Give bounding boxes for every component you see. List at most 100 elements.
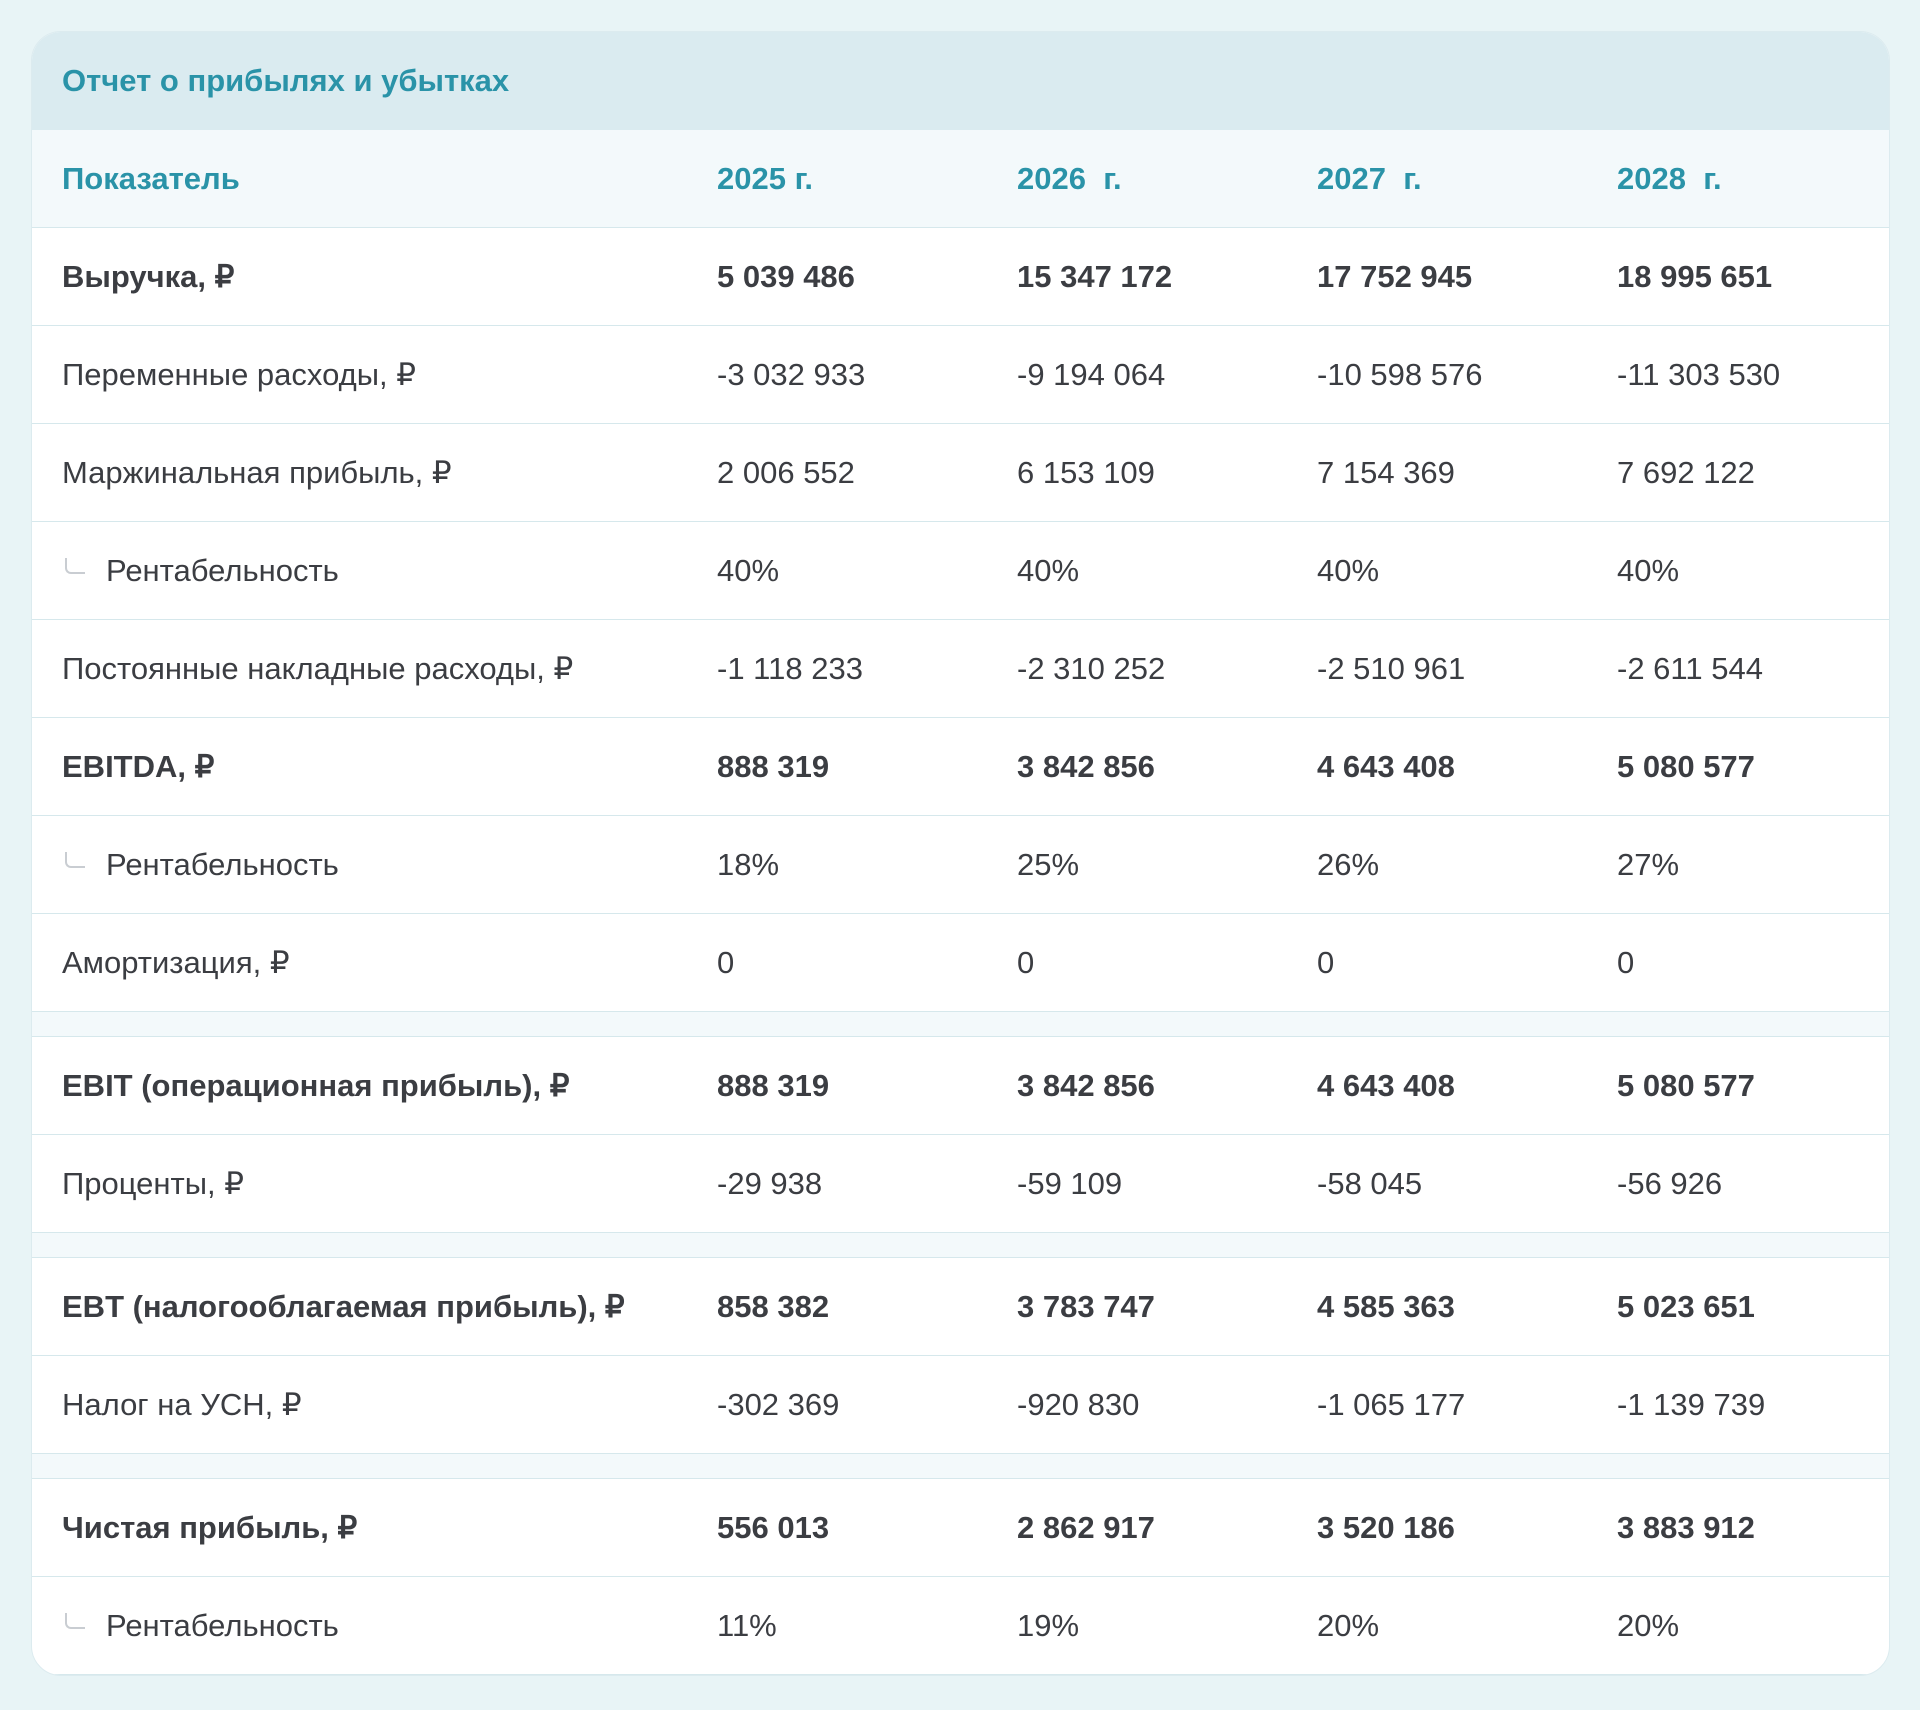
row-value: 19% bbox=[1017, 1607, 1080, 1643]
row-value: 11% bbox=[717, 1607, 777, 1643]
row-label: Рентабельность bbox=[106, 1607, 339, 1643]
row-value: 3 520 186 bbox=[1317, 1509, 1455, 1545]
table-row: Маржинальная прибыль, ₽ 2 006 552 6 153 10… bbox=[32, 424, 1889, 522]
row-value: 7 692 122 bbox=[1617, 454, 1755, 490]
row-value: -302 369 bbox=[717, 1386, 840, 1422]
table-row: Проценты, ₽ -29 938 -59 109 -58 045 -56 926 bbox=[32, 1135, 1889, 1233]
section-divider bbox=[32, 1012, 1889, 1037]
row-label: Постоянные накладные расходы, ₽ bbox=[62, 650, 574, 686]
row-value: -920 830 bbox=[1017, 1386, 1140, 1422]
row-value: -2 611 544 bbox=[1617, 650, 1763, 686]
column-header-2027: 2027 г. bbox=[1317, 160, 1422, 196]
table-header-row: Показатель 2025 г. 2026 г. 2027 г. 2028 … bbox=[32, 130, 1889, 228]
row-value: 888 319 bbox=[717, 1067, 830, 1103]
column-header-2026: 2026 г. bbox=[1017, 160, 1122, 196]
row-value: 2 862 917 bbox=[1017, 1509, 1155, 1545]
pnl-report-card: Отчет о прибылях и убытках Показатель 20… bbox=[31, 31, 1890, 1676]
row-value: 40% bbox=[1017, 552, 1080, 588]
row-label: Налог на УСН, ₽ bbox=[62, 1386, 302, 1422]
row-value: -58 045 bbox=[1317, 1165, 1423, 1201]
row-value: 5 023 651 bbox=[1617, 1288, 1755, 1324]
row-label: Рентабельность bbox=[106, 552, 339, 588]
table-row: Амортизация, ₽ 0 0 0 0 bbox=[32, 914, 1889, 1012]
table-row: EBITDA, ₽ 888 319 3 842 856 4 643 408 5 080 … bbox=[32, 718, 1889, 816]
table-row: Рентабельность 18% 25% 26% 27% bbox=[32, 816, 1889, 914]
row-label: Выручка, ₽ bbox=[62, 258, 235, 294]
row-label: Чистая прибыль, ₽ bbox=[62, 1509, 358, 1545]
section-divider bbox=[32, 1233, 1889, 1258]
row-value: -59 109 bbox=[1017, 1165, 1123, 1201]
row-value: -1 065 177 bbox=[1317, 1386, 1466, 1422]
row-value: -2 510 961 bbox=[1317, 650, 1466, 686]
row-value: 15 347 172 bbox=[1017, 258, 1173, 294]
sub-item-corner-icon bbox=[65, 558, 85, 574]
row-value: 5 039 486 bbox=[717, 258, 855, 294]
row-label: Амортизация, ₽ bbox=[62, 944, 290, 980]
row-value: -1 139 739 bbox=[1617, 1386, 1766, 1422]
table-row: Налог на УСН, ₽ -302 369 -920 830 -1 065 17… bbox=[32, 1356, 1889, 1454]
row-label: Проценты, ₽ bbox=[62, 1165, 244, 1201]
row-value: 0 bbox=[1617, 944, 1635, 980]
row-value: 18% bbox=[717, 846, 780, 882]
table-row: EBT (налогооблагаемая прибыль), ₽ 858 382… bbox=[32, 1258, 1889, 1356]
table-row: Рентабельность 11% 19% 20% 20% bbox=[32, 1577, 1889, 1675]
row-value: 3 783 747 bbox=[1017, 1288, 1155, 1324]
table-row: EBIT (операционная прибыль), ₽ 888 319 3 8… bbox=[32, 1037, 1889, 1135]
column-header-2025: 2025 г. bbox=[717, 160, 813, 196]
row-label: Рентабельность bbox=[106, 846, 339, 882]
row-value: -11 303 530 bbox=[1617, 356, 1781, 392]
table-row: Постоянные накладные расходы, ₽ -1 118 23… bbox=[32, 620, 1889, 718]
row-value: 40% bbox=[1617, 552, 1680, 588]
table-row: Чистая прибыль, ₽ 556 013 2 862 917 3 520 1… bbox=[32, 1479, 1889, 1577]
row-label: Переменные расходы, ₽ bbox=[62, 356, 416, 392]
row-value: 40% bbox=[1317, 552, 1380, 588]
row-label: Маржинальная прибыль, ₽ bbox=[62, 454, 452, 490]
row-value: -3 032 933 bbox=[717, 356, 866, 392]
table-body: Выручка, ₽ 5 039 486 15 347 172 17 752 945 1… bbox=[32, 228, 1889, 1675]
row-value: -10 598 576 bbox=[1317, 356, 1483, 392]
row-value: -1 118 233 bbox=[717, 650, 863, 686]
row-value: 5 080 577 bbox=[1617, 1067, 1755, 1103]
report-header: Отчет о прибылях и убытках bbox=[32, 32, 1889, 130]
row-label: EBITDA, ₽ bbox=[62, 748, 215, 784]
sub-item-corner-icon bbox=[65, 1613, 85, 1629]
row-value: 4 643 408 bbox=[1317, 748, 1455, 784]
row-value: 26% bbox=[1317, 846, 1380, 882]
row-value: 25% bbox=[1017, 846, 1080, 882]
section-divider bbox=[32, 1454, 1889, 1479]
row-value: 20% bbox=[1617, 1607, 1680, 1643]
row-value: 0 bbox=[1017, 944, 1035, 980]
row-value: -9 194 064 bbox=[1017, 356, 1166, 392]
row-value: -29 938 bbox=[717, 1165, 823, 1201]
table-row: Переменные расходы, ₽ -3 032 933 -9 194 06… bbox=[32, 326, 1889, 424]
row-value: 858 382 bbox=[717, 1288, 830, 1324]
row-value: 40% bbox=[717, 552, 780, 588]
row-value: 20% bbox=[1317, 1607, 1380, 1643]
row-value: 3 842 856 bbox=[1017, 1067, 1155, 1103]
row-value: 17 752 945 bbox=[1317, 258, 1473, 294]
row-label: EBIT (операционная прибыль), ₽ bbox=[62, 1067, 570, 1103]
row-value: 2 006 552 bbox=[717, 454, 855, 490]
row-value: 4 643 408 bbox=[1317, 1067, 1455, 1103]
column-header-indicator: Показатель bbox=[62, 160, 240, 196]
row-value: 0 bbox=[717, 944, 735, 980]
row-value: 6 153 109 bbox=[1017, 454, 1155, 490]
table-row: Рентабельность 40% 40% 40% 40% bbox=[32, 522, 1889, 620]
report-title: Отчет о прибылях и убытках bbox=[62, 63, 510, 98]
row-value: 556 013 bbox=[717, 1509, 830, 1545]
row-value: 7 154 369 bbox=[1317, 454, 1455, 490]
row-value: 0 bbox=[1317, 944, 1335, 980]
row-value: -56 926 bbox=[1617, 1165, 1723, 1201]
row-value: 3 842 856 bbox=[1017, 748, 1155, 784]
table-row: Выручка, ₽ 5 039 486 15 347 172 17 752 945 1… bbox=[32, 228, 1889, 326]
row-value: 4 585 363 bbox=[1317, 1288, 1455, 1324]
row-value: 27% bbox=[1617, 846, 1680, 882]
row-value: 18 995 651 bbox=[1617, 258, 1773, 294]
row-value: 5 080 577 bbox=[1617, 748, 1755, 784]
sub-item-corner-icon bbox=[65, 852, 85, 868]
row-value: 888 319 bbox=[717, 748, 830, 784]
row-value: -2 310 252 bbox=[1017, 650, 1166, 686]
row-label: EBT (налогооблагаемая прибыль), ₽ bbox=[62, 1288, 625, 1324]
row-value: 3 883 912 bbox=[1617, 1509, 1755, 1545]
column-header-2028: 2028 г. bbox=[1617, 160, 1722, 196]
